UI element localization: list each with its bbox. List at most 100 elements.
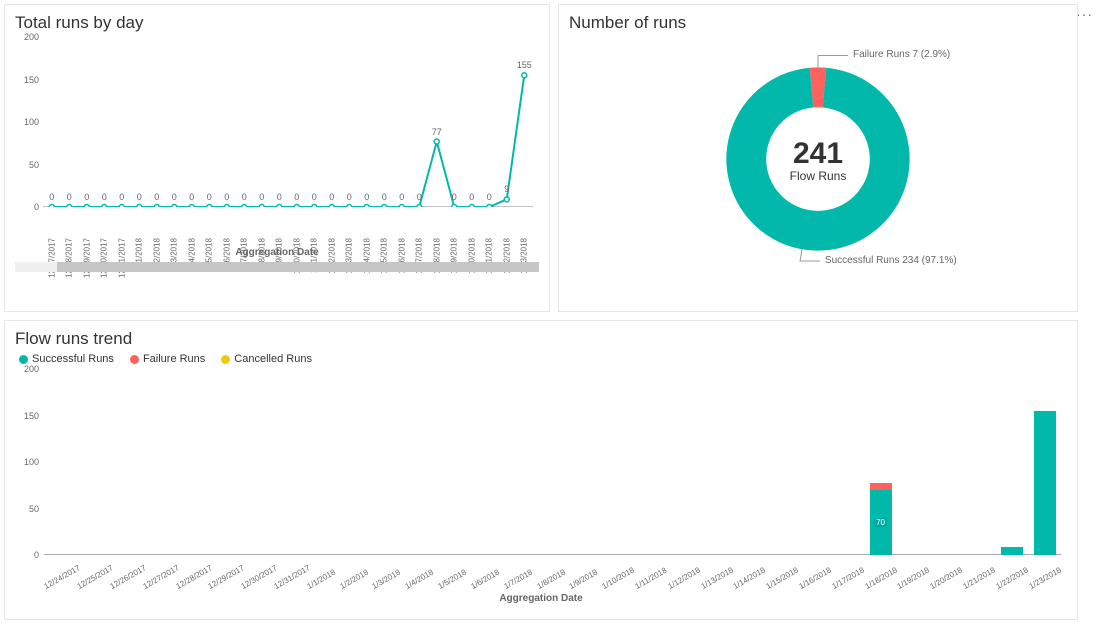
y-tick: 0 <box>34 550 39 560</box>
x-tick: 1/12/2018 <box>666 565 701 591</box>
donut-chart: 241 Flow Runs Failure Runs 7 (2.9%) Succ… <box>569 37 1067 293</box>
data-label: 0 <box>382 192 387 202</box>
legend-label: Successful Runs <box>32 353 114 365</box>
data-label: 0 <box>172 192 177 202</box>
data-label: 0 <box>277 192 282 202</box>
data-label: 0 <box>224 192 229 202</box>
x-tick: 12/30/2017 <box>240 563 279 591</box>
x-tick: 12/28/2017 <box>174 563 213 591</box>
x-tick: 1/21/2018 <box>961 565 996 591</box>
card-title: Flow runs trend <box>15 329 1067 349</box>
legend-swatch <box>19 355 28 364</box>
donut-value: 241 <box>790 137 847 171</box>
data-label: 155 <box>517 60 532 70</box>
x-tick: 1/18/2018 <box>863 565 898 591</box>
legend-item[interactable]: Failure Runs <box>130 353 205 365</box>
data-label: 0 <box>207 192 212 202</box>
card-title: Total runs by day <box>15 13 539 33</box>
x-tick: 1/23/2018 <box>1027 565 1062 591</box>
x-tick: 1/8/2018 <box>535 568 566 591</box>
data-label: 0 <box>417 192 422 202</box>
bar-segment <box>1034 411 1056 555</box>
data-label: 0 <box>399 192 404 202</box>
x-tick: 1/5/2018 <box>437 568 468 591</box>
x-tick: 1/10/2018 <box>601 565 636 591</box>
data-label: 0 <box>154 192 159 202</box>
data-label: 0 <box>102 192 107 202</box>
card-total-runs[interactable]: Total runs by day 050100150200 000000000… <box>4 4 550 312</box>
x-tick: 1/13/2018 <box>699 565 734 591</box>
data-label: 0 <box>294 192 299 202</box>
data-label: 0 <box>469 192 474 202</box>
data-label: 0 <box>347 192 352 202</box>
data-label: 0 <box>312 192 317 202</box>
x-tick: 12/31/2017 <box>117 238 126 278</box>
donut-leader-failure: Failure Runs 7 (2.9%) <box>853 49 950 60</box>
x-tick: 1/16/2018 <box>797 565 832 591</box>
x-tick: 12/29/2017 <box>82 238 91 278</box>
data-label: 0 <box>67 192 72 202</box>
legend-label: Cancelled Runs <box>234 353 312 365</box>
y-tick: 150 <box>24 411 39 421</box>
data-label: 0 <box>49 192 54 202</box>
x-tick: 1/22/2018 <box>994 565 1029 591</box>
bar-label: 70 <box>874 518 887 527</box>
more-icon[interactable]: ··· <box>1076 6 1093 22</box>
line-chart: 050100150200 000000000000000000000077000… <box>15 37 539 247</box>
data-label: 9 <box>504 184 509 194</box>
x-tick: 12/28/2017 <box>65 238 74 278</box>
y-tick: 50 <box>29 160 39 170</box>
donut-center: 241 Flow Runs <box>790 137 847 183</box>
x-tick: 1/3/2018 <box>371 568 402 591</box>
donut-leader-success: Successful Runs 234 (97.1%) <box>825 255 957 266</box>
legend: Successful Runs Failure Runs Cancelled Run… <box>19 353 1067 365</box>
x-tick: 12/27/2017 <box>47 238 56 278</box>
y-tick: 200 <box>24 32 39 42</box>
x-tick: 1/14/2018 <box>732 565 767 591</box>
legend-swatch <box>130 355 139 364</box>
card-number-of-runs[interactable]: Number of runs 241 Flow Runs Failure Run… <box>558 4 1078 312</box>
donut-label: Flow Runs <box>790 169 847 183</box>
horizontal-scrollbar[interactable] <box>15 262 539 272</box>
y-tick: 150 <box>24 75 39 85</box>
legend-swatch <box>221 355 230 364</box>
legend-label: Failure Runs <box>143 353 205 365</box>
data-label: 0 <box>452 192 457 202</box>
bar-chart: 050100150200 70 12/24/201712/25/201712/2… <box>15 369 1067 597</box>
x-tick: 1/7/2018 <box>502 568 533 591</box>
data-label: 0 <box>137 192 142 202</box>
x-tick: 12/24/2017 <box>43 563 82 591</box>
x-tick: 12/26/2017 <box>109 563 148 591</box>
y-tick: 100 <box>24 117 39 127</box>
x-tick: 1/20/2018 <box>929 565 964 591</box>
data-label: 0 <box>364 192 369 202</box>
y-tick: 50 <box>29 504 39 514</box>
x-tick: 12/31/2017 <box>273 563 312 591</box>
bar-segment <box>1001 547 1023 555</box>
y-tick: 0 <box>34 202 39 212</box>
data-label: 0 <box>487 192 492 202</box>
x-tick: 1/4/2018 <box>404 568 435 591</box>
x-tick: 1/17/2018 <box>830 565 865 591</box>
x-tick: 12/27/2017 <box>141 563 180 591</box>
x-tick: 12/29/2017 <box>207 563 246 591</box>
x-tick: 1/9/2018 <box>568 568 599 591</box>
data-label: 0 <box>189 192 194 202</box>
data-label: 0 <box>259 192 264 202</box>
data-label: 77 <box>432 127 442 137</box>
x-tick: 1/15/2018 <box>765 565 800 591</box>
y-tick: 200 <box>24 364 39 374</box>
x-tick: 1/19/2018 <box>896 565 931 591</box>
x-tick: 1/11/2018 <box>633 566 668 591</box>
scrollbar-thumb[interactable] <box>57 262 539 272</box>
card-title: Number of runs <box>569 13 1067 33</box>
bar-segment <box>870 483 892 490</box>
x-tick: 1/6/2018 <box>469 568 500 591</box>
data-label: 0 <box>84 192 89 202</box>
card-flow-runs-trend[interactable]: Flow runs trend Successful Runs Failure R… <box>4 320 1078 620</box>
legend-item[interactable]: Cancelled Runs <box>221 353 312 365</box>
data-label: 0 <box>119 192 124 202</box>
x-tick: 1/2/2018 <box>338 568 369 591</box>
y-tick: 100 <box>24 457 39 467</box>
x-tick: 12/30/2017 <box>100 238 109 278</box>
